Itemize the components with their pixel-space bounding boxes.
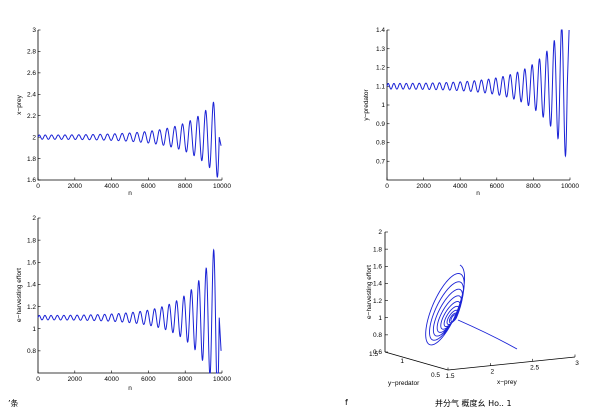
y-tick-label: 1: [381, 102, 385, 109]
y-ticks: 0.8 1 1.2 1.4 1.6 1.8 2: [27, 215, 41, 355]
x-tick-label: 1.5: [445, 373, 454, 380]
z-tick-label: 0.6: [373, 349, 382, 356]
y-tick-label: 0.8: [376, 140, 385, 147]
y-axis-label: y−predator: [363, 89, 370, 121]
z-tick-label: 0.8: [373, 332, 382, 339]
x-ticks: 0 2000 4000 6000 8000 10000: [36, 177, 231, 190]
x-axis-label: n: [128, 190, 132, 197]
x-tick-label: 2000: [416, 183, 431, 190]
x-tick-label: 6000: [141, 183, 156, 190]
series-line-effort: [37, 248, 222, 374]
x-tick-label: 0: [385, 183, 389, 190]
x-tick-label: 2000: [68, 183, 83, 190]
x-tick-label: 2.5: [530, 364, 539, 371]
z-axis-label: e−harvesting effort: [366, 265, 373, 319]
footer-fragment-left: ’条: [8, 399, 19, 407]
x-axis-line: [447, 356, 576, 371]
panel-phase-portrait-3d: 0.6 0.8 1 1.2 1.4 1.6 1.8 2 0.5 1 1.5 1.5 2 2.5 3 e−…: [366, 229, 579, 387]
y-ticks: 0.5 1 1.5: [369, 351, 440, 379]
y-tick-label: 1.8: [27, 156, 36, 163]
y-tick-label: 1.1: [376, 83, 385, 90]
z-ticks: 0.6 0.8 1 1.2 1.4 1.6 1.8 2: [373, 229, 388, 356]
x-tick-label: 8000: [178, 376, 193, 383]
x-tick-label: 10000: [213, 376, 231, 383]
x-tick-label: 10000: [561, 183, 579, 190]
x-tick-label: 0: [36, 376, 40, 383]
x-tick-label: 10000: [213, 183, 231, 190]
x-tick-label: 4000: [104, 376, 119, 383]
y-tick-label: 2: [32, 215, 36, 222]
z-tick-label: 1.4: [373, 281, 382, 288]
z-tick-label: 1.8: [373, 246, 382, 253]
y-tick-label: 1.2: [27, 304, 36, 311]
y-axis-label: x−prey: [16, 94, 23, 114]
series-line-predator: [386, 29, 570, 158]
y-tick-label: 1.5: [369, 351, 378, 358]
y-tick-label: 1.8: [27, 237, 36, 244]
x-tick-label: 0: [36, 183, 40, 190]
y-tick-label: 2: [32, 134, 36, 141]
z-tick-label: 1.2: [373, 298, 382, 305]
y-tick-label: 0.7: [376, 158, 385, 165]
x-axis-label: x−prey: [497, 379, 517, 386]
x-axis-label: n: [476, 190, 480, 197]
z-tick-label: 1.6: [373, 263, 382, 270]
panel-predator-vs-n: 0 2000 4000 6000 8000 10000 0.7 0.8 0.9 1 1.1 1.2 1…: [363, 27, 579, 197]
y-ticks: 1.6 1.8 2 2.2 2.4 2.6 2.8 3: [27, 27, 41, 184]
x-axis-label: n: [128, 385, 132, 392]
y-tick-label: 0.5: [431, 372, 440, 379]
y-tick-label: 3: [32, 27, 36, 34]
y-axis-label: y−predator: [388, 380, 420, 387]
footer-fragment-right: 并分气 概度幺 Ho.. 1: [435, 399, 512, 407]
figure-canvas: 0 2000 4000 6000 8000 10000 1.6 1.8 2 2.2 2.4 2.6 2…: [16, 27, 579, 392]
x-tick-label: 2000: [68, 376, 83, 383]
y-tick-label: 2.4: [27, 91, 36, 98]
y-tick-label: 2.8: [27, 49, 36, 56]
x-tick-label: 4000: [104, 183, 119, 190]
y-tick-label: 1: [400, 358, 404, 365]
y-tick-label: 1.3: [376, 46, 385, 53]
x-ticks: 0 2000 4000 6000 8000 10000: [385, 177, 579, 190]
z-tick-label: 1: [378, 315, 382, 322]
y-tick-label: 0.9: [376, 121, 385, 128]
series-phase-trajectory: [425, 264, 518, 350]
x-ticks: 0 2000 4000 6000 8000 10000: [36, 370, 231, 383]
y-axis-line: [384, 351, 449, 371]
y-tick-label: 1.4: [27, 282, 36, 289]
y-axis-label: e−harvesting effort: [16, 268, 23, 322]
y-tick-label: 0.8: [27, 348, 36, 355]
x-tick-label: 6000: [490, 183, 505, 190]
footer-fragment-mid: f: [345, 398, 348, 407]
y-tick-label: 1.6: [27, 177, 36, 184]
y-tick-label: 1.2: [376, 65, 385, 72]
x-tick-label: 8000: [526, 183, 541, 190]
x-tick-label: 2: [491, 369, 495, 376]
y-tick-label: 1: [32, 326, 36, 333]
y-tick-label: 1.6: [27, 259, 36, 266]
y-ticks: 0.7 0.8 0.9 1 1.1 1.2 1.3 1.4: [376, 27, 390, 165]
y-tick-label: 2.2: [27, 113, 36, 120]
x-tick-label: 8000: [178, 183, 193, 190]
x-ticks: 1.5 2 2.5 3: [445, 354, 579, 380]
z-tick-label: 2: [378, 229, 382, 236]
y-tick-label: 1.4: [376, 27, 385, 34]
x-tick-label: 4000: [453, 183, 468, 190]
plot-frame: [37, 30, 222, 181]
x-tick-label: 6000: [141, 376, 156, 383]
panel-effort-vs-n: 0 2000 4000 6000 8000 10000 0.8 1 1.2 1.4 1.6 1.8 2…: [16, 215, 231, 392]
x-tick-label: 3: [575, 360, 579, 367]
page-footer-fragment: ’条 f 并分气 概度幺 Ho.. 1: [0, 398, 608, 407]
panel-prey-vs-n: 0 2000 4000 6000 8000 10000 1.6 1.8 2 2.2 2.4 2.6 2…: [16, 27, 231, 197]
y-tick-label: 2.6: [27, 70, 36, 77]
series-line-prey: [37, 101, 222, 178]
plot-frame: [37, 218, 222, 374]
